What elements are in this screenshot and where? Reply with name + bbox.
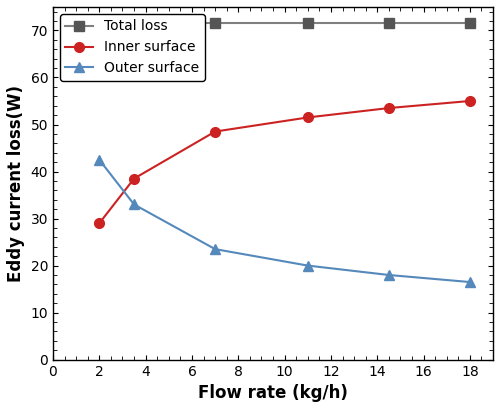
Total loss [386, 21, 392, 26]
Outer surface [96, 157, 102, 162]
Inner surface [212, 129, 218, 134]
Inner surface [386, 106, 392, 110]
Line: Outer surface: Outer surface [94, 155, 475, 287]
Line: Inner surface: Inner surface [94, 96, 475, 228]
Legend: Total loss, Inner surface, Outer surface: Total loss, Inner surface, Outer surface [60, 14, 205, 81]
Total loss [467, 21, 473, 26]
Outer surface [467, 280, 473, 285]
Inner surface [467, 99, 473, 103]
Outer surface [386, 272, 392, 277]
Inner surface [131, 176, 137, 181]
Y-axis label: Eddy current loss(W): Eddy current loss(W) [7, 85, 25, 282]
Total loss [212, 21, 218, 26]
Total loss [305, 21, 311, 26]
X-axis label: Flow rate (kg/h): Flow rate (kg/h) [198, 384, 348, 402]
Total loss [96, 21, 102, 26]
Line: Total loss: Total loss [94, 18, 475, 28]
Outer surface [212, 247, 218, 252]
Inner surface [305, 115, 311, 120]
Total loss [131, 21, 137, 26]
Inner surface [96, 221, 102, 226]
Outer surface [131, 202, 137, 207]
Outer surface [305, 263, 311, 268]
